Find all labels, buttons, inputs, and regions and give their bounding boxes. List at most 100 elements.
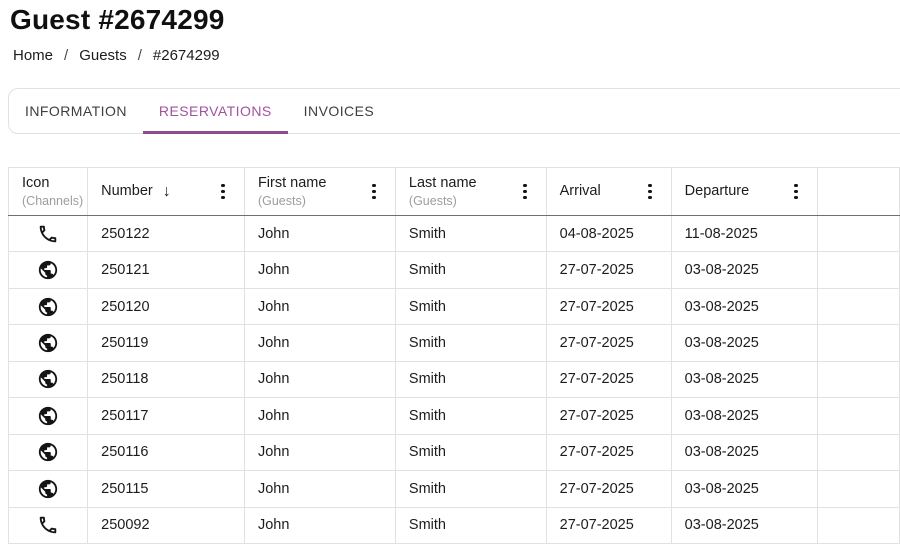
- cell-last-name: Smith: [394, 360, 547, 399]
- column-header-text: Icon (Channels): [22, 174, 83, 209]
- cell-departure: 03-08-2025: [670, 251, 818, 289]
- column-menu-kebab-icon[interactable]: [366, 179, 382, 205]
- cell-last-name: Smith: [394, 324, 547, 362]
- table-header-row: Icon (Channels) Number ↓ First name (Guests) L…: [7, 167, 900, 216]
- globe-icon: [37, 259, 59, 281]
- cell-channel: [7, 360, 89, 399]
- menu-dot: [523, 183, 527, 188]
- column-sublabel: (Guests): [408, 193, 457, 208]
- cell-extra: [816, 251, 900, 289]
- column-label: Number: [101, 183, 153, 200]
- cell-arrival: 27-07-2025: [545, 470, 672, 508]
- page-title: Guest #2674299: [10, 4, 225, 35]
- column-label: Last name: [408, 174, 477, 191]
- cell-departure: 03-08-2025: [670, 506, 818, 544]
- reservation-row[interactable]: 250116 John Smith 27-07-2025 03-08-2025: [7, 433, 900, 472]
- reservation-row[interactable]: 250121 John Smith 27-07-2025 03-08-2025: [7, 251, 900, 289]
- cell-arrival: 27-07-2025: [545, 397, 672, 435]
- cell-departure: 11-08-2025: [670, 214, 818, 253]
- cell-first-name: John: [243, 470, 396, 508]
- column-header-inner: Last name (Guests): [396, 174, 545, 209]
- column-header-text: Departure: [685, 182, 749, 201]
- reservations-table-wrap: Icon (Channels) Number ↓ First name (Guests) L…: [7, 167, 900, 544]
- cell-number: 250115: [87, 470, 245, 508]
- menu-dot: [372, 189, 376, 194]
- column-menu-kebab-icon[interactable]: [788, 179, 804, 205]
- reservation-row[interactable]: 250119 John Smith 27-07-2025 03-08-2025: [7, 324, 900, 362]
- cell-channel: [7, 251, 89, 289]
- column-header-arrival[interactable]: Arrival: [545, 167, 672, 216]
- breadcrumb: Home / Guests / #2674299: [13, 47, 220, 64]
- reservation-row[interactable]: 250117 John Smith 27-07-2025 03-08-2025: [7, 397, 900, 435]
- cell-arrival: 27-07-2025: [545, 433, 672, 472]
- column-header-extra: [816, 167, 900, 216]
- cell-last-name: Smith: [394, 287, 547, 326]
- column-header-text: Last name (Guests): [409, 174, 477, 209]
- cell-extra: [816, 470, 900, 508]
- tab-reservations[interactable]: RESERVATIONS: [142, 89, 288, 134]
- cell-extra: [816, 324, 900, 362]
- reservation-row[interactable]: 250092 John Smith 27-07-2025 03-08-2025: [7, 506, 900, 544]
- reservation-row[interactable]: 250118 John Smith 27-07-2025 03-08-2025: [7, 360, 900, 399]
- cell-departure: 03-08-2025: [670, 360, 818, 399]
- breadcrumb-item-home[interactable]: Home: [13, 47, 54, 64]
- cell-first-name: John: [243, 433, 396, 472]
- cell-arrival: 27-07-2025: [545, 360, 672, 399]
- menu-dot: [794, 183, 798, 188]
- menu-dot: [221, 195, 225, 200]
- column-sublabel: (Guests): [257, 193, 306, 208]
- reservation-row[interactable]: 250115 John Smith 27-07-2025 03-08-2025: [7, 470, 900, 508]
- cell-departure: 03-08-2025: [670, 287, 818, 326]
- cell-channel: [7, 506, 89, 544]
- cell-departure: 03-08-2025: [670, 433, 818, 472]
- column-menu-kebab-icon[interactable]: [215, 179, 231, 205]
- tab-invoices[interactable]: INVOICES: [288, 89, 391, 133]
- column-label: Departure: [684, 183, 750, 200]
- cell-first-name: John: [243, 506, 396, 544]
- cell-number: 250122: [87, 214, 245, 253]
- cell-arrival: 27-07-2025: [545, 506, 672, 544]
- column-header-inner: Arrival: [547, 179, 670, 205]
- cell-extra: [816, 433, 900, 472]
- sort-desc-arrow-icon[interactable]: ↓: [162, 182, 171, 200]
- cell-number: 250116: [87, 433, 245, 472]
- column-menu-kebab-icon[interactable]: [517, 179, 533, 205]
- column-header-inner: Icon (Channels): [10, 174, 87, 209]
- column-header-text: First name (Guests): [258, 174, 327, 209]
- cell-number: 250121: [87, 251, 245, 289]
- column-menu-kebab-icon[interactable]: [642, 179, 658, 205]
- cell-channel: [7, 433, 89, 472]
- column-header-icon[interactable]: Icon (Channels): [7, 167, 89, 216]
- cell-last-name: Smith: [394, 433, 547, 472]
- cell-last-name: Smith: [394, 251, 547, 289]
- column-header-departure[interactable]: Departure: [670, 167, 818, 216]
- globe-icon: [37, 332, 59, 354]
- cell-extra: [816, 360, 900, 399]
- reservation-row[interactable]: 250122 John Smith 04-08-2025 11-08-2025: [7, 214, 900, 253]
- globe-icon: [37, 296, 59, 318]
- cell-first-name: John: [243, 324, 396, 362]
- cell-departure: 03-08-2025: [670, 470, 818, 508]
- cell-first-name: John: [243, 251, 396, 289]
- cell-channel: [7, 397, 89, 435]
- cell-channel: [7, 470, 89, 508]
- cell-number: 250118: [87, 360, 245, 399]
- column-header-number[interactable]: Number ↓: [87, 167, 245, 216]
- phone-icon: [37, 223, 59, 245]
- menu-dot: [648, 195, 652, 200]
- column-header-last-name[interactable]: Last name (Guests): [394, 167, 547, 216]
- menu-dot: [221, 189, 225, 194]
- column-header-text: Number: [101, 182, 153, 201]
- menu-dot: [523, 189, 527, 194]
- reservation-row[interactable]: 250120 John Smith 27-07-2025 03-08-2025: [7, 287, 900, 326]
- column-header-text: Arrival: [560, 182, 601, 201]
- cell-extra: [816, 287, 900, 326]
- cell-number: 250120: [87, 287, 245, 326]
- column-label: Arrival: [559, 183, 601, 200]
- column-header-first-name[interactable]: First name (Guests): [243, 167, 396, 216]
- tab-information[interactable]: INFORMATION: [9, 89, 143, 133]
- breadcrumb-item-guests[interactable]: Guests: [79, 47, 127, 64]
- breadcrumb-item-2674299: #2674299: [152, 47, 220, 64]
- menu-dot: [794, 189, 798, 194]
- menu-dot: [523, 195, 527, 200]
